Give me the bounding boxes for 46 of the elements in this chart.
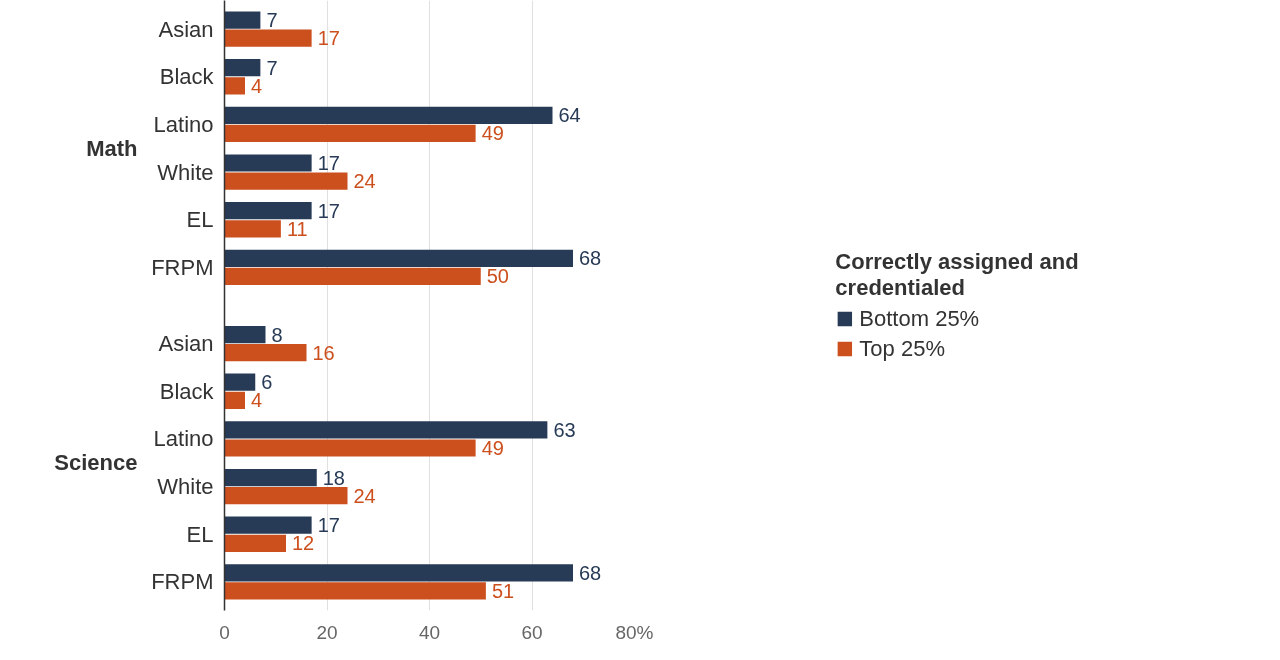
- data-label: 17: [317, 199, 340, 222]
- data-label: 24: [353, 170, 376, 193]
- data-label: 7: [266, 9, 278, 32]
- y-tick-label: White: [157, 474, 214, 500]
- data-label: 12: [292, 532, 315, 555]
- y-tick-label: White: [157, 159, 214, 185]
- data-label: 49: [481, 436, 504, 459]
- y-tick-label: EL: [186, 521, 214, 547]
- y-tick-label: Latino: [153, 111, 214, 137]
- x-tick-label: 40: [418, 621, 441, 643]
- x-tick-label: 20: [316, 621, 338, 643]
- y-tick-label: FRPM: [151, 569, 214, 595]
- legend-title: Correctly assigned and credentialed: [835, 248, 1079, 301]
- legend-label: Bottom 25%: [859, 305, 980, 332]
- data-label: 18: [322, 466, 345, 489]
- text: Science: [54, 450, 138, 476]
- data-label: 50: [486, 265, 509, 288]
- data-label: 63: [553, 418, 576, 441]
- data-label: 4: [251, 389, 263, 412]
- x-tick-label: 0: [219, 621, 230, 643]
- data-label: 51: [491, 579, 515, 602]
- data-label: 4: [251, 74, 263, 97]
- x-tick-label: 80%: [615, 621, 654, 643]
- data-label: 64: [558, 104, 581, 127]
- legend-label: Top 25%: [859, 335, 945, 362]
- y-tick-label: Black: [159, 378, 215, 404]
- data-label: 68: [579, 247, 602, 270]
- data-label: 17: [317, 514, 340, 537]
- data-label: 7: [266, 56, 278, 79]
- data-label: 17: [317, 27, 340, 50]
- data-label: 17: [317, 152, 340, 175]
- y-tick-label: EL: [186, 207, 214, 233]
- y-tick-label: Asian: [158, 16, 214, 42]
- data-label: 24: [353, 484, 376, 507]
- data-label: 11: [286, 217, 308, 240]
- data-label: 6: [261, 371, 273, 394]
- y-tick-label: FRPM: [151, 254, 214, 280]
- data-label: 68: [579, 561, 602, 584]
- data-label: 49: [481, 122, 504, 145]
- data-label: 8: [271, 323, 283, 346]
- data-label: 16: [312, 341, 335, 364]
- y-tick-label: Asian: [158, 331, 214, 357]
- text: Math: [86, 135, 138, 161]
- y-tick-label: Latino: [153, 426, 214, 452]
- x-tick-label: 60: [521, 621, 543, 643]
- y-tick-label: Black: [159, 64, 215, 90]
